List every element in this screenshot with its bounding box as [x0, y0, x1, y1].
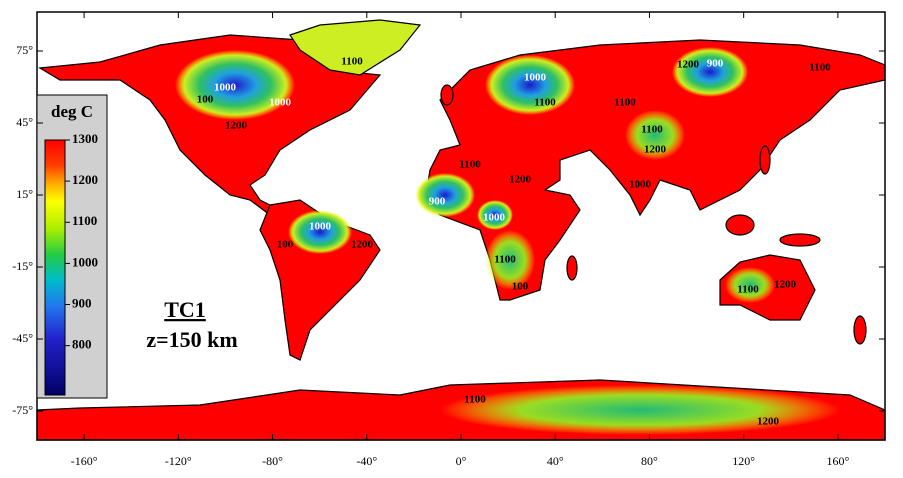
x-tick-label: 40°: [547, 454, 564, 468]
x-tick-label: 80°: [641, 454, 658, 468]
x-tick-label: -40°: [356, 454, 377, 468]
colorbar-scale: [44, 139, 66, 396]
contour-label: 1100: [614, 97, 636, 109]
colorbar-tick-label: 1300: [72, 131, 98, 146]
contour-label: 1100: [464, 394, 486, 406]
contour-label: 1200: [677, 59, 700, 71]
colorbar-title: deg C: [51, 102, 93, 121]
y-tick-label: 15°: [16, 187, 33, 201]
y-tick-label: -15°: [12, 259, 33, 273]
anomaly: [625, 110, 685, 160]
x-tick-label: 120°: [732, 454, 755, 468]
contour-label: 1000: [629, 179, 652, 191]
y-tick-label: 45°: [16, 115, 33, 129]
contour-label: 100: [512, 281, 529, 293]
anomaly: [672, 47, 748, 97]
anomalies: [175, 47, 840, 435]
north-america: [38, 34, 382, 216]
contour-label: 1100: [737, 284, 759, 296]
y-tick-label: -45°: [12, 331, 33, 345]
contour-label: 1200: [351, 239, 374, 251]
anomaly: [485, 55, 575, 115]
contour-label: 1200: [644, 144, 667, 156]
colorbar-tick-label: 1100: [72, 213, 97, 228]
contour-label: 1200: [774, 279, 797, 291]
contour-label: 1200: [225, 120, 248, 132]
x-tick-label: -160°: [71, 454, 98, 468]
contour-label: 1100: [494, 254, 516, 266]
colorbar-tick-label: 800: [72, 337, 92, 352]
x-tick-label: -120°: [165, 454, 192, 468]
new-guinea: [779, 233, 821, 247]
anomaly: [415, 173, 475, 217]
new-zealand: [853, 315, 867, 345]
japan: [759, 145, 771, 175]
anomaly: [175, 50, 295, 120]
contour-label: 1000: [483, 212, 506, 224]
contour-label: 1100: [809, 62, 831, 74]
greenland: [289, 19, 422, 76]
borneo: [725, 214, 755, 236]
contour-label: 1000: [524, 72, 547, 84]
colorbar: deg C: [36, 94, 108, 399]
uk: [440, 84, 454, 106]
land: [36, 19, 886, 441]
contour-label: 1000: [214, 82, 237, 94]
contour-label: 100: [277, 239, 294, 251]
contour-label: 900: [707, 58, 724, 70]
contour-label: 1200: [757, 416, 780, 428]
contour-label: 1000: [269, 97, 292, 109]
anomaly: [288, 210, 352, 254]
anomaly: [440, 385, 840, 435]
x-tick-label: -80°: [262, 454, 283, 468]
contour-label: 1000: [309, 221, 332, 233]
contour-label: 900: [429, 196, 446, 208]
contour-label: 1200: [509, 174, 532, 186]
contour-label: 1100: [341, 56, 363, 68]
colorbar-tick-label: 1000: [72, 254, 98, 269]
subtitle: z=150 km: [146, 327, 237, 352]
contour-label: 1100: [459, 159, 481, 171]
contour-label: 100: [197, 94, 214, 106]
contour-label: 1100: [641, 124, 663, 136]
colorbar-tick-label: 900: [72, 296, 92, 311]
title: TC1: [164, 297, 206, 322]
anomaly: [725, 267, 775, 303]
madagascar: [566, 255, 578, 281]
anomaly: [477, 200, 513, 230]
x-tick-label: 0°: [456, 454, 467, 468]
anomaly: [485, 230, 535, 290]
colorbar-tick-label: 1200: [72, 172, 98, 187]
contour-label: 1100: [534, 97, 556, 109]
y-tick-label: -75°: [12, 403, 33, 417]
contour-labels: 1100 1000 1000 100 1200 1000 1100 1200 9…: [197, 56, 831, 428]
x-tick-label: 160°: [826, 454, 849, 468]
y-tick-label: 75°: [16, 43, 33, 57]
